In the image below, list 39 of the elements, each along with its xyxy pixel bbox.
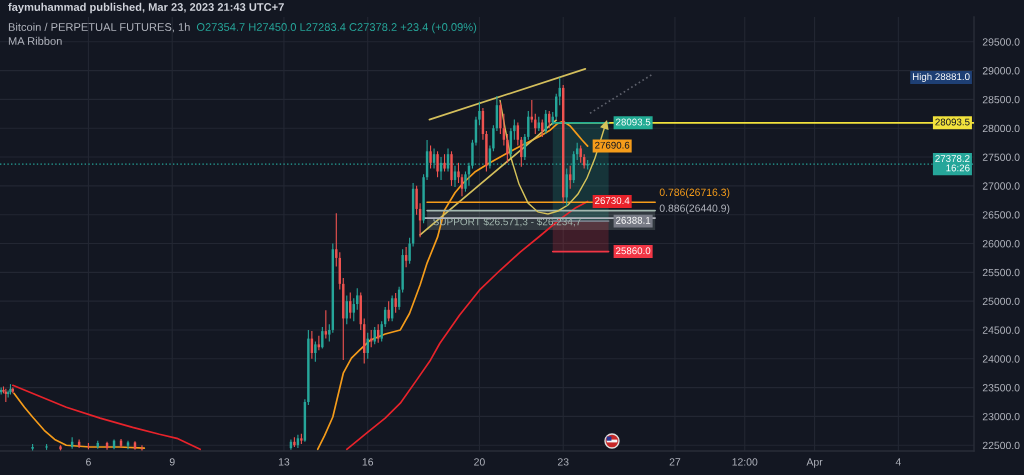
- y-tick-label: 28000.0: [982, 124, 1020, 133]
- annotation: MA Ribbon: [8, 36, 62, 45]
- data-label: 26730.4: [595, 197, 630, 205]
- y-tick-label: 28500.0: [982, 95, 1020, 104]
- y-tick-label: 26000.0: [982, 240, 1020, 248]
- x-tick-label: 16: [362, 458, 374, 466]
- y-tick-label: 29000.0: [982, 67, 1020, 75]
- x-tick-label: 12:00: [732, 458, 758, 466]
- x-tick-label: 6: [86, 458, 91, 466]
- y-tick-label: 29500.0: [982, 38, 1020, 46]
- data-label: 28093.5: [616, 118, 651, 126]
- y-tick-label: 27000.0: [982, 182, 1020, 190]
- y-tick-label: 26500.0: [982, 211, 1020, 219]
- series-label: 0.886(26440.9): [659, 204, 730, 214]
- y-tick-label: 27500.0: [982, 153, 1020, 161]
- data-label: 28093.5: [935, 118, 970, 126]
- ref-line-label: 27378.2 16:26: [935, 155, 970, 172]
- chart-subtitle: O27354.7 H27450.0 L27283.4 C27378.2 +23.4 (+0.09%): [196, 22, 477, 34]
- y-tick-label: 25500.0: [982, 268, 1020, 277]
- text: faymuhammad published, Mar 23, 2023 21:43 UTC+7: [8, 2, 284, 14]
- x-tick-label: 13: [278, 458, 290, 466]
- data-label: 26388.1: [616, 216, 651, 224]
- x-tick-label: 27: [669, 458, 681, 466]
- x-tick-label: Apr: [806, 458, 823, 468]
- x-tick-label: 20: [474, 458, 485, 466]
- data-label: 27690.6: [595, 141, 630, 149]
- y-tick-label: 24500.0: [982, 326, 1020, 334]
- x-tick-label: 23: [557, 458, 569, 466]
- data-label: 25860.0: [616, 247, 651, 255]
- y-tick-label: 24000.0: [982, 355, 1020, 363]
- x-tick-label: 4: [895, 458, 901, 466]
- y-tick-label: 25000.0: [982, 297, 1020, 306]
- y-tick-label: 22500.0: [982, 441, 1020, 450]
- series-label: 0.786(26716.3): [659, 188, 730, 199]
- y-tick-label: 23000.0: [982, 412, 1020, 421]
- y-tick-label: 23500.0: [982, 384, 1020, 392]
- annotation: High 28881.0: [912, 72, 970, 82]
- x-tick-label: 9: [169, 458, 175, 466]
- chart-title: Bitcoin / PERPETUAL FUTURES, 1h: [8, 22, 190, 33]
